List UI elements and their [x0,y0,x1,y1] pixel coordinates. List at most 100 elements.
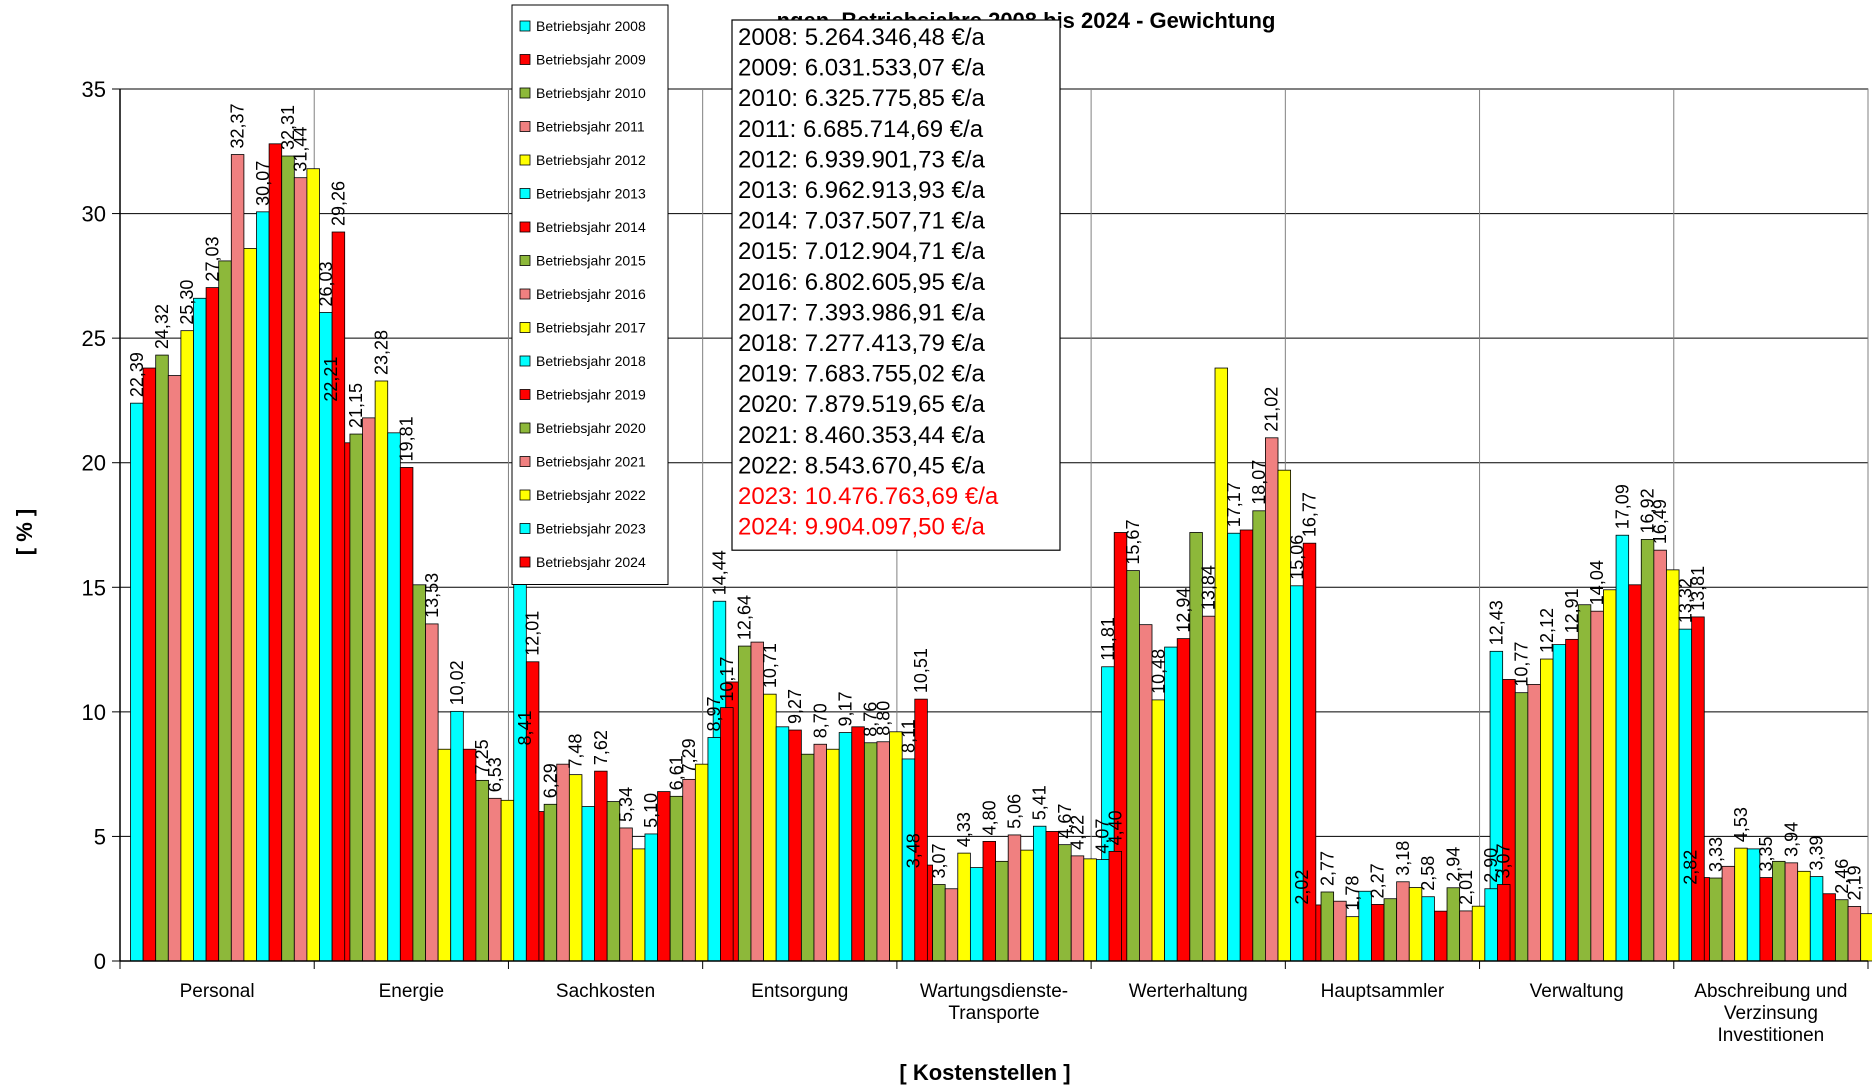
annual-total: 2014: 7.037.507,71 €/a [738,208,986,235]
data-label: 30,07 [253,161,273,206]
bar [142,367,157,962]
data-label: 6,29 [540,763,560,798]
y-tick-label: 25 [82,326,106,351]
bar [155,354,169,962]
data-label: 2,90 [1481,848,1501,883]
legend-swatch [519,221,531,233]
bar [720,707,734,962]
bar [619,827,633,962]
y-tick-label: 30 [82,202,106,227]
legend-swatch [519,188,531,199]
data-label: 32,37 [228,103,248,148]
legend-frame [511,4,669,585]
legend-swatch [519,288,531,300]
legend-swatch [519,489,531,501]
bar [889,731,903,962]
bar [838,732,853,962]
bar [1603,589,1617,962]
data-label: 5,06 [1004,794,1024,829]
bar [1421,896,1435,962]
bar [1007,834,1022,962]
legend-label: Betriebsjahr 2008 [536,18,646,34]
bar [293,177,308,962]
data-label: 10,02 [447,660,467,705]
annual-total: 2011: 6.685.714,69 €/a [738,116,984,143]
annual-total: 2024: 9.904.097,50 €/a [738,514,986,541]
bar [1032,825,1047,962]
legend-label: Betriebsjahr 2011 [536,119,645,135]
bar [1408,887,1423,962]
data-label: 12,64 [735,595,755,640]
bar [1227,532,1241,962]
bar [944,888,959,962]
legend-swatch [519,54,531,65]
annual-total: 2016: 6.802.605,95 €/a [738,269,986,296]
bar [475,779,489,962]
data-label: 15,67 [1123,520,1143,565]
annual-total: 2013: 6.962.913,93 €/a [738,177,986,204]
bar [230,154,245,962]
bar [1095,859,1110,962]
legend-label: Betriebsjahr 2014 [536,219,646,235]
data-label: 7,29 [679,738,699,773]
legend-swatch [519,154,531,166]
bar [488,797,502,962]
category-label: Abschreibung und [1694,981,1847,1002]
bar [180,330,194,962]
bar [256,211,270,962]
annual-total: 2022: 8.543.670,45 €/a [738,452,986,479]
bar [1565,638,1579,962]
data-label: 13,81 [1688,566,1708,611]
data-label: 17,17 [1224,482,1244,527]
bar [694,763,709,962]
data-label: 13,32 [1675,578,1695,623]
bar [876,741,890,962]
bar [995,860,1009,962]
data-label: 12,12 [1537,608,1557,653]
data-label: 27,03 [202,237,222,282]
annual-total: 2021: 8.460.353,44 €/a [738,422,986,449]
data-label: 21,15 [346,383,366,428]
data-label: 21,02 [1262,387,1282,432]
bar [1835,899,1849,962]
bar [1514,692,1529,962]
bar [737,645,752,962]
bar [268,143,283,962]
bar [500,799,515,962]
bar [437,748,452,962]
data-label: 3,48 [904,833,924,868]
bar [1396,881,1410,962]
data-label: 23,28 [371,330,391,375]
bar [1734,847,1748,962]
bar [243,248,257,962]
data-label: 1,78 [1343,876,1363,911]
bar [669,795,684,962]
data-label: 8,11 [898,719,918,753]
data-label: 11,81 [1098,617,1118,661]
data-label: 9,17 [835,691,855,726]
data-label: 6,61 [666,755,686,790]
data-label: 3,33 [1706,837,1726,872]
legend-swatch [519,87,531,99]
data-label: 2,94 [1443,847,1463,882]
category-label: Verzinsung [1724,1003,1818,1024]
bar [1577,604,1592,962]
bar [1809,876,1824,962]
legend-swatch [519,389,531,400]
category-label: Sachkosten [556,981,655,1002]
legend: Betriebsjahr 2008 Betriebsjahr 2009 Betrie… [511,4,669,585]
bar [1772,860,1786,962]
bar [1552,644,1567,962]
category-label: Wartungsdienste- [920,981,1068,1002]
category-label: Werterhaltung [1129,981,1248,1002]
bar [763,693,777,962]
data-label: 15,06 [1287,535,1307,580]
data-label: 2,58 [1418,856,1438,891]
axes: 0 5 10 15 20 25 30 35 Personal Energie Sachkosten E… [82,77,1869,1046]
legend-swatch [519,121,531,132]
annual-total: 2023: 10.476.763,69 €/a [738,483,999,510]
data-label: 8,80 [873,701,893,736]
data-label: 4,22 [1067,815,1087,850]
data-label: 5,41 [1030,785,1050,820]
legend-swatch [519,20,531,32]
